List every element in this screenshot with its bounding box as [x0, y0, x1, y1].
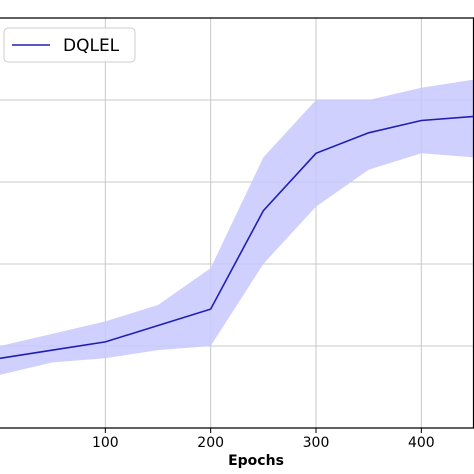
x-tick-label: 200: [197, 435, 224, 451]
x-ticks: 100 200 300 400: [92, 428, 435, 451]
series-line-dqlel: [0, 115, 474, 360]
legend: DQLEL: [3, 27, 136, 63]
x-tick-label: 300: [303, 435, 330, 451]
confidence-band: [0, 79, 474, 375]
legend-box: [3, 27, 136, 63]
x-tick-label: 400: [408, 435, 435, 451]
x-axis-title: Epochs: [228, 453, 284, 469]
legend-label-dqlel: DQLEL: [63, 36, 120, 56]
x-tick-label: 100: [92, 435, 119, 451]
